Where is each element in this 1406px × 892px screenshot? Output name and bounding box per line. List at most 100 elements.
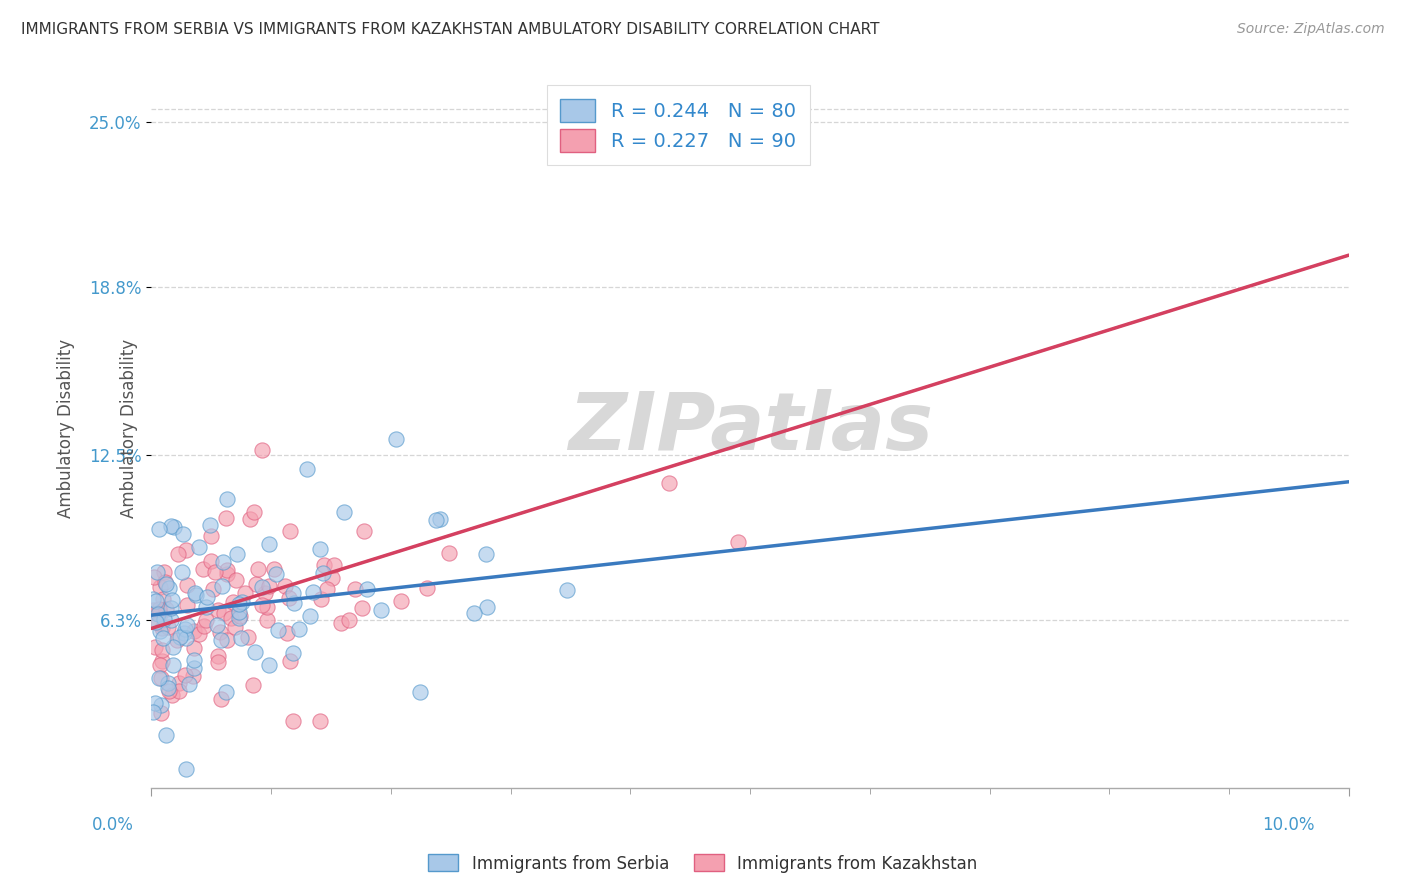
Point bbox=[146, 607, 169, 621]
Point bbox=[173, 626, 195, 640]
Point bbox=[295, 461, 318, 475]
Point bbox=[176, 598, 198, 612]
Point bbox=[246, 562, 269, 576]
Point bbox=[169, 630, 191, 644]
Point bbox=[184, 586, 207, 600]
Point bbox=[155, 728, 177, 742]
Point bbox=[323, 558, 346, 573]
Point bbox=[145, 615, 167, 630]
Point bbox=[242, 678, 264, 692]
Point bbox=[167, 676, 190, 690]
Point bbox=[250, 598, 273, 612]
Point bbox=[157, 683, 180, 698]
Point bbox=[228, 611, 250, 625]
Point bbox=[157, 581, 180, 595]
Point bbox=[156, 676, 179, 690]
Point bbox=[186, 587, 208, 601]
Point bbox=[257, 658, 280, 673]
Point bbox=[314, 558, 336, 573]
Point bbox=[315, 582, 337, 596]
Legend: Immigrants from Serbia, Immigrants from Kazakhstan: Immigrants from Serbia, Immigrants from … bbox=[422, 847, 984, 880]
Point bbox=[174, 762, 197, 776]
Point bbox=[142, 603, 165, 617]
Point bbox=[150, 671, 173, 685]
Point bbox=[229, 631, 252, 645]
Point bbox=[217, 491, 239, 506]
Point bbox=[150, 654, 173, 668]
Point bbox=[183, 661, 205, 675]
Point bbox=[148, 522, 170, 536]
Point bbox=[148, 671, 170, 685]
Text: ZIPatlas: ZIPatlas bbox=[568, 390, 932, 467]
Point bbox=[156, 681, 179, 696]
Point bbox=[283, 596, 305, 610]
Point bbox=[173, 622, 195, 636]
Point bbox=[152, 621, 174, 635]
Point bbox=[238, 631, 260, 645]
Point bbox=[172, 526, 194, 541]
Point bbox=[142, 705, 165, 719]
Point bbox=[160, 600, 183, 615]
Point bbox=[150, 706, 173, 720]
Point bbox=[208, 624, 231, 639]
Point bbox=[276, 626, 298, 640]
Point bbox=[207, 648, 229, 663]
Point bbox=[233, 586, 256, 600]
Point bbox=[250, 580, 273, 594]
Point bbox=[148, 616, 170, 631]
Point bbox=[211, 555, 233, 569]
Point bbox=[256, 599, 278, 614]
Point bbox=[215, 511, 238, 525]
Point bbox=[278, 654, 301, 668]
Point bbox=[143, 570, 166, 584]
Point bbox=[181, 669, 204, 683]
Point bbox=[259, 537, 281, 551]
Point bbox=[162, 593, 184, 607]
Point bbox=[281, 586, 304, 600]
Point bbox=[167, 683, 190, 698]
Point bbox=[429, 512, 451, 526]
Point bbox=[194, 600, 217, 615]
Point bbox=[152, 591, 174, 606]
Text: 10.0%: 10.0% bbox=[1263, 816, 1315, 834]
Point bbox=[183, 640, 205, 655]
Point bbox=[221, 595, 243, 609]
Point bbox=[330, 616, 353, 631]
Text: IMMIGRANTS FROM SERBIA VS IMMIGRANTS FROM KAZAKHSTAN AMBULATORY DISABILITY CORRE: IMMIGRANTS FROM SERBIA VS IMMIGRANTS FRO… bbox=[21, 22, 880, 37]
Point bbox=[658, 476, 681, 491]
Point bbox=[162, 640, 184, 654]
Point bbox=[225, 573, 247, 587]
Point bbox=[475, 600, 498, 615]
Point bbox=[344, 582, 367, 597]
Point bbox=[215, 564, 238, 578]
Point bbox=[155, 574, 177, 589]
Point bbox=[280, 524, 302, 538]
Point bbox=[370, 603, 392, 617]
Point bbox=[174, 543, 197, 558]
Point bbox=[217, 633, 239, 648]
Point bbox=[245, 645, 267, 659]
Point bbox=[356, 582, 378, 597]
Point bbox=[425, 513, 447, 527]
Point bbox=[256, 613, 278, 627]
Point bbox=[259, 579, 281, 593]
Point bbox=[183, 624, 205, 638]
Point bbox=[224, 620, 246, 634]
Point bbox=[266, 623, 288, 637]
Point bbox=[215, 684, 238, 698]
Point bbox=[145, 640, 167, 654]
Point bbox=[439, 546, 461, 560]
Point bbox=[146, 566, 169, 580]
Point bbox=[150, 643, 173, 657]
Point bbox=[302, 585, 325, 599]
Point bbox=[281, 714, 304, 728]
Point bbox=[215, 567, 238, 582]
Point bbox=[195, 613, 218, 627]
Point bbox=[475, 548, 498, 562]
Point bbox=[277, 591, 299, 606]
Point bbox=[198, 518, 221, 533]
Point bbox=[333, 505, 356, 519]
Point bbox=[352, 601, 374, 615]
Y-axis label: Ambulatory Disability: Ambulatory Disability bbox=[58, 339, 75, 518]
Point bbox=[266, 566, 288, 581]
